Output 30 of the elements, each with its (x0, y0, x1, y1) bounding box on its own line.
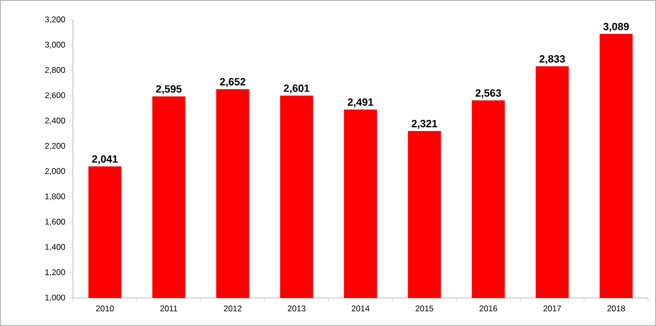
x-tick-label: 2017 (543, 306, 562, 312)
data-label: 2,563 (476, 89, 502, 98)
y-tick-label: 2,400 (45, 118, 66, 124)
x-tick-label: 2014 (352, 306, 370, 312)
y-tick-label: 1,000 (45, 294, 66, 302)
data-label: 2,833 (540, 55, 565, 64)
y-tick-label: 3,000 (45, 42, 66, 49)
data-label: 2,321 (412, 120, 438, 129)
x-tick-label: 2010 (96, 306, 114, 312)
y-tick-label: 2,800 (45, 67, 66, 74)
x-tick-label: 2015 (416, 306, 434, 312)
x-tick-label: 2011 (160, 306, 178, 312)
x-tick-label: 2016 (480, 306, 498, 312)
y-tick-label: 1,800 (45, 194, 66, 200)
data-label: 2,491 (348, 98, 374, 108)
data-label: 2,595 (156, 85, 182, 94)
y-tick-label: 2,600 (45, 92, 66, 100)
y-tick-label: 2,200 (45, 142, 66, 150)
data-label: 2,041 (92, 155, 118, 164)
data-label: 3,089 (603, 22, 629, 32)
x-tick-label: 2013 (288, 306, 306, 312)
y-tick-label: 2,000 (45, 168, 66, 176)
y-tick-label: 3,200 (45, 16, 66, 24)
data-label: 2,601 (284, 84, 310, 94)
data-label: 2,652 (220, 78, 246, 88)
x-tick-label: 2018 (607, 306, 625, 312)
x-tick-label: 2012 (224, 306, 242, 312)
y-tick-label: 1,400 (45, 244, 66, 251)
y-tick-label: 1,200 (45, 269, 66, 276)
y-tick-label: 1,600 (45, 218, 66, 226)
